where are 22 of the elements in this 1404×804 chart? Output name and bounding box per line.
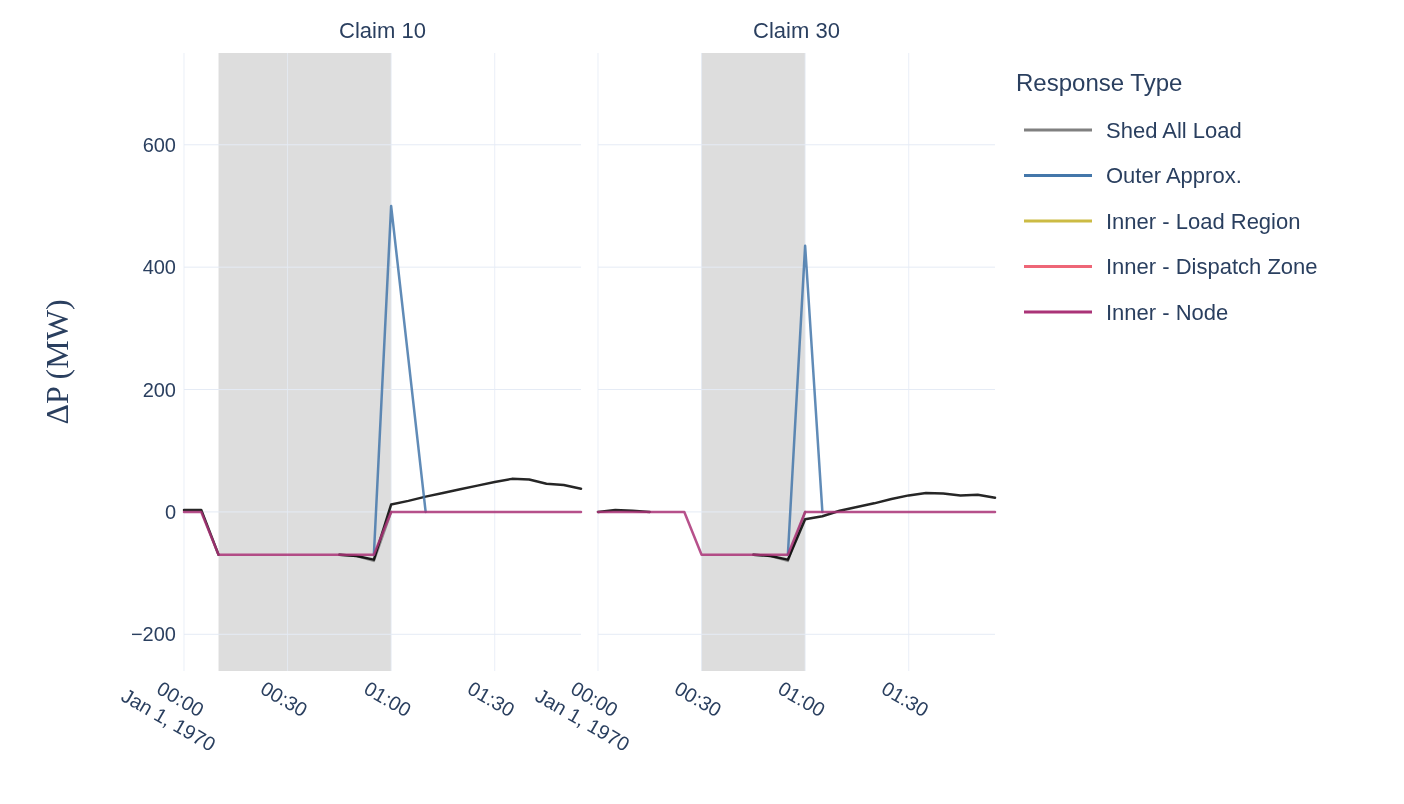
y-tick-label: 600: [142, 133, 176, 156]
legend-label: Shed All Load: [1106, 117, 1242, 143]
y-axis-title: ΔP (MW): [39, 299, 75, 425]
x-tick-label: 00:00 Jan 1, 1970: [531, 677, 634, 756]
chart-title: Claim 30: [753, 18, 840, 43]
x-tick-label: 00:30: [256, 677, 312, 722]
legend-label: Inner - Node: [1106, 299, 1229, 325]
x-tick-label: 01:00: [774, 677, 829, 722]
legend-title: Response Type: [1016, 69, 1183, 97]
x-tick-label: 01:00: [360, 677, 415, 722]
legend-label: Inner - Dispatch Zone: [1106, 254, 1318, 280]
chart-title: Claim 10: [339, 18, 426, 43]
y-tick-label: 200: [142, 378, 176, 401]
y-tick-label: −200: [130, 623, 176, 646]
x-tick-label: 00:30: [670, 677, 726, 722]
legend-label: Outer Approx.: [1106, 163, 1242, 189]
x-tick-label: 01:30: [464, 677, 519, 722]
y-tick-label: 400: [142, 256, 176, 279]
legend-label: Inner - Load Region: [1106, 208, 1301, 234]
x-tick-label: 01:30: [878, 677, 933, 722]
y-tick-label: 0: [164, 500, 176, 523]
x-tick-label: 00:00 Jan 1, 1970: [117, 677, 220, 756]
